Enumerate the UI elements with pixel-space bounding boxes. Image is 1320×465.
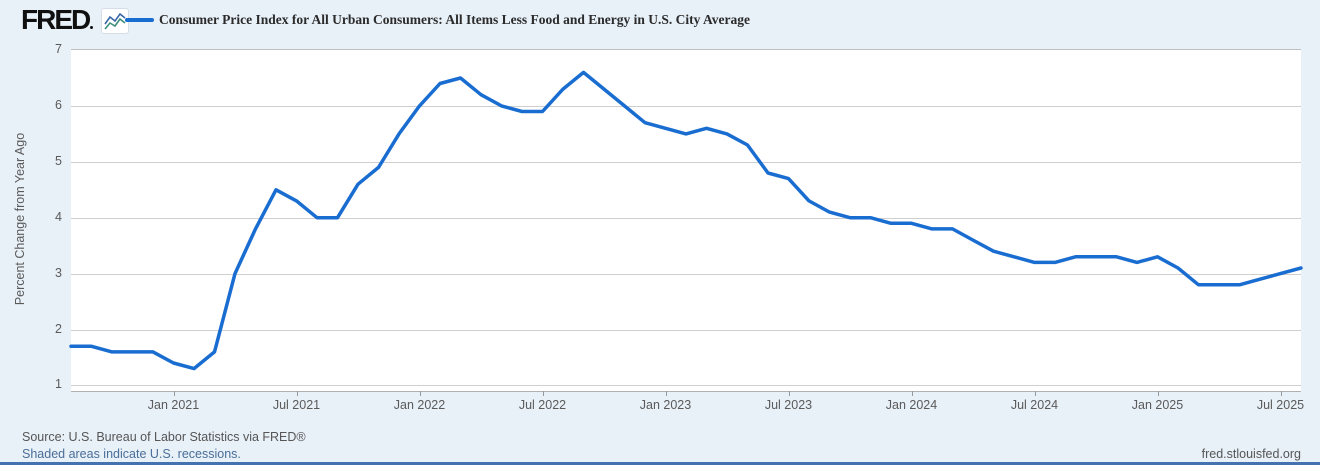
y-axis-tick-label: 4 [55,209,62,224]
y-axis-tick-label: 7 [55,42,62,56]
chart-plot-area[interactable] [69,49,1303,392]
x-axis-tick [1280,391,1282,396]
y-axis-tick-label: 1 [55,377,62,392]
x-axis-tick-label: Jul 2025 [1256,398,1305,412]
fred-url: fred.stlouisfed.org [1201,447,1301,461]
y-axis-tick-label: 2 [55,321,62,336]
fred-squiggle-icon [101,8,129,34]
y-axis-tick-label: 3 [55,265,62,280]
x-axis-tick [1034,391,1036,396]
x-axis-tick [173,391,175,396]
x-axis-tick [542,391,544,396]
x-axis-tick [788,391,790,396]
gridline [71,105,1301,107]
x-axis-tick-label: Jan 2025 [1131,398,1184,412]
y-axis-tick-label: 6 [55,97,62,112]
gridline [71,329,1301,331]
x-axis-tick-label: Jul 2022 [518,398,567,412]
gridline [71,385,1301,387]
x-axis-tick-label: Jan 2022 [393,398,446,412]
x-axis-tick [296,391,298,396]
gridline [71,273,1301,275]
x-axis-tick-label: Jul 2023 [764,398,813,412]
bottom-accent-bar [0,462,1320,465]
series-layer [69,70,1303,371]
x-axis-tick [665,391,667,396]
recession-note-link[interactable]: Shaded areas indicate U.S. recessions. [22,447,241,461]
gridline [71,217,1301,219]
chart-header: FRED Consumer Price Index for All Urban … [0,0,1320,42]
gridline [71,161,1301,163]
registered-mark-dot [90,26,94,29]
x-axis-tick-label: Jul 2024 [1010,398,1059,412]
series-line[interactable] [69,70,1303,371]
x-axis-tick-label: Jul 2021 [272,398,321,412]
legend-line-swatch [125,18,154,22]
x-axis-tick [419,391,421,396]
source-text: Source: U.S. Bureau of Labor Statistics … [22,430,306,444]
y-axis-tick-label: 5 [55,153,62,168]
fred-logo[interactable]: FRED [21,4,94,36]
legend-series-label[interactable]: Consumer Price Index for All Urban Consu… [159,12,751,27]
x-axis-tick [911,391,913,396]
x-axis-tick-label: Jan 2024 [885,398,938,412]
x-axis-tick [1157,391,1159,396]
x-axis-tick-label: Jan 2021 [147,398,200,412]
x-axis-tick-label: Jan 2023 [639,398,692,412]
